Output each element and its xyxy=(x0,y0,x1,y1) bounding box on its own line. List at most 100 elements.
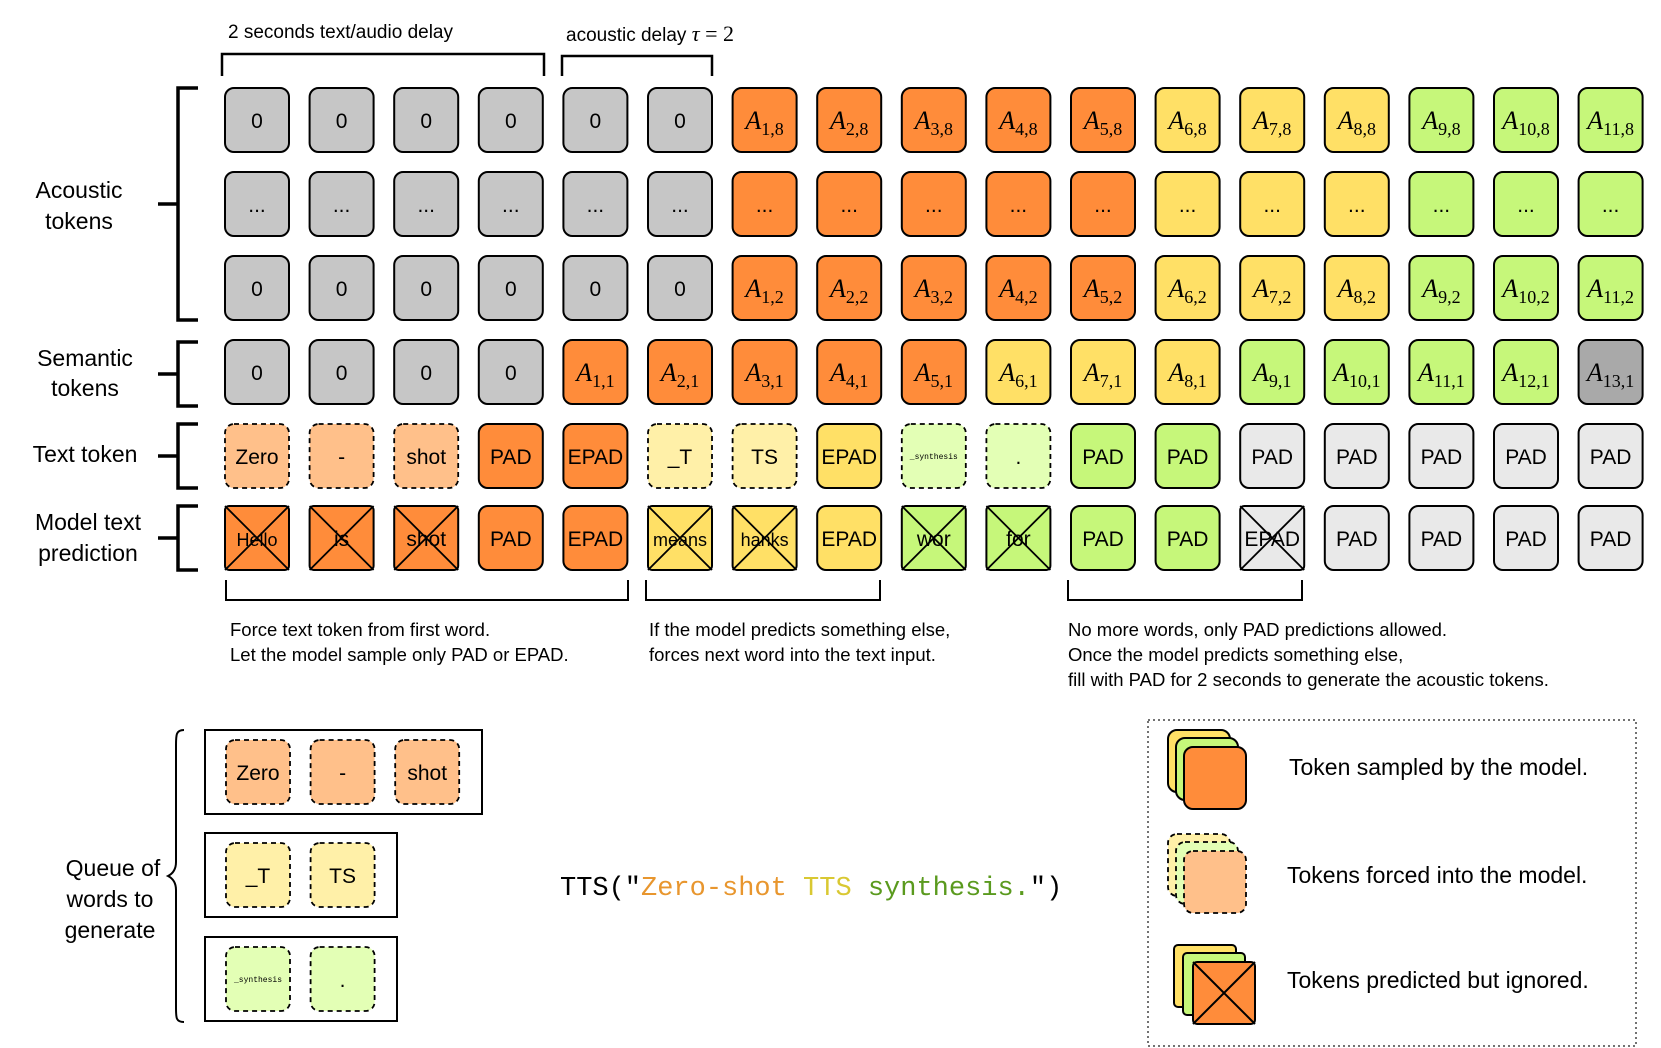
token-text: ... xyxy=(248,194,266,217)
acoustic-symbol: A4,1 xyxy=(828,358,868,391)
token-box xyxy=(308,423,375,489)
model-label-line-1: Model text xyxy=(35,509,142,535)
token-text: ... xyxy=(1433,194,1451,217)
model-prediction-token: PAD xyxy=(1154,505,1221,571)
symbol-letter: A xyxy=(1331,358,1349,387)
token-box xyxy=(1323,171,1390,237)
tts-call-part-1: Zero-shot xyxy=(641,874,803,904)
text-bracket xyxy=(158,422,198,490)
token-box xyxy=(308,87,375,153)
token-box xyxy=(1493,423,1559,489)
text-token: PAD xyxy=(477,423,544,489)
acoustic-symbol: A1,2 xyxy=(743,274,783,307)
annotation-1-line-2: Let the model sample only PAD or EPAD. xyxy=(230,644,569,665)
acoustic-token: A9,8 xyxy=(1408,87,1475,153)
token-text: 0 xyxy=(336,110,348,133)
acoustic-token: A5,2 xyxy=(1070,255,1136,321)
queue-label-line-1: Queue of xyxy=(66,855,161,881)
token-text: PAD xyxy=(1590,446,1632,469)
acoustic-token: ... xyxy=(985,171,1052,237)
token-text: PAD xyxy=(1421,528,1463,551)
token-box xyxy=(900,255,967,321)
symbol-subscript: 8,2 xyxy=(1353,287,1376,307)
acoustic-delay-label: acoustic delay τ = 2 xyxy=(566,21,734,46)
token-box xyxy=(224,423,290,489)
token-box xyxy=(816,339,883,405)
tts-call-part-2: TTS xyxy=(803,874,868,904)
ignored-cross xyxy=(224,505,290,571)
acoustic-token: ... xyxy=(1154,171,1221,237)
token-box xyxy=(1408,339,1475,405)
token-box xyxy=(1577,339,1644,405)
acoustic-symbol: A8,2 xyxy=(1336,274,1376,307)
queue-word-token: - xyxy=(309,739,376,805)
acoustic-symbol: A10,2 xyxy=(1500,274,1549,307)
token-box xyxy=(731,339,798,405)
symbol-letter: A xyxy=(743,106,761,135)
semantic-token: A10,1 xyxy=(1323,339,1390,405)
token-text: 0 xyxy=(674,110,686,133)
token-box xyxy=(1239,423,1306,489)
symbol-subscript: 1,1 xyxy=(592,371,615,391)
token-text: TS xyxy=(329,865,356,888)
token-box xyxy=(816,505,883,571)
acoustic-token: ... xyxy=(647,171,713,237)
acoustic-delay-bracket xyxy=(560,54,714,76)
semantic-token: A9,1 xyxy=(1239,339,1306,405)
token-box xyxy=(1408,171,1475,237)
token-text: ... xyxy=(1094,194,1112,217)
symbol-letter: A xyxy=(913,274,931,303)
text-token: EPAD xyxy=(562,423,629,489)
token-box xyxy=(477,423,544,489)
token-text: 0 xyxy=(505,362,517,385)
token-box xyxy=(225,946,291,1012)
acoustic-token: ... xyxy=(477,171,544,237)
token-text: EPAD xyxy=(821,528,877,551)
acoustic-token: ... xyxy=(1577,171,1644,237)
annotations: Force text token from first word. Let th… xyxy=(230,619,1549,690)
token-box xyxy=(1408,87,1475,153)
semantic-token: A4,1 xyxy=(816,339,883,405)
legend-frame xyxy=(1147,719,1637,1047)
symbol-subscript: 10,1 xyxy=(1349,371,1381,391)
symbol-letter: A xyxy=(1166,106,1184,135)
queue-label-line-2: words to xyxy=(66,886,154,912)
token-box xyxy=(1577,87,1644,153)
token-box xyxy=(985,339,1052,405)
token-box xyxy=(309,739,376,805)
symbol-letter: A xyxy=(1166,274,1184,303)
text-token: PAD xyxy=(1493,423,1559,489)
top-brackets xyxy=(220,52,714,76)
text-token: PAD xyxy=(1070,423,1136,489)
token-text: PAD xyxy=(1251,446,1293,469)
token-text: PAD xyxy=(1590,528,1632,551)
acoustic-symbol: A2,2 xyxy=(828,274,868,307)
acoustic-label-line-1: Acoustic xyxy=(36,177,123,203)
acoustic-token: A10,8 xyxy=(1493,87,1559,153)
token-grid: 0 0 0 0 0 0 A1,8 A2,8 A3,8 A4,8 A5,8 A6,8 A7,8 A8,8 A9… xyxy=(224,87,1644,571)
acoustic-symbol: A3,1 xyxy=(743,358,783,391)
token-box xyxy=(731,87,798,153)
acoustic-token: 0 xyxy=(647,255,713,321)
model-prediction-token: hanks xyxy=(731,505,798,571)
symbol-subscript: 6,8 xyxy=(1184,119,1207,139)
legend-forced-icon xyxy=(1167,833,1247,914)
symbol-subscript: 2,1 xyxy=(677,371,700,391)
acoustic-symbol: A5,8 xyxy=(1082,106,1122,139)
acoustic-symbol: A6,1 xyxy=(997,358,1037,391)
acoustic-symbol: A9,8 xyxy=(1420,106,1460,139)
acoustic-symbol: A13,1 xyxy=(1585,358,1634,391)
token-text: shot xyxy=(407,762,447,785)
token-text: _T xyxy=(245,865,271,888)
token-text: - xyxy=(339,762,346,785)
token-text: ... xyxy=(1263,194,1281,217)
token-text: . xyxy=(340,969,346,992)
token-text: shot xyxy=(406,528,446,551)
token-text: EPAD xyxy=(568,446,624,469)
token-text: TS xyxy=(751,446,778,469)
token-box xyxy=(1323,505,1390,571)
model-prediction-token: PAD xyxy=(1070,505,1136,571)
acoustic-token: A1,2 xyxy=(731,255,798,321)
token-box xyxy=(477,255,544,321)
